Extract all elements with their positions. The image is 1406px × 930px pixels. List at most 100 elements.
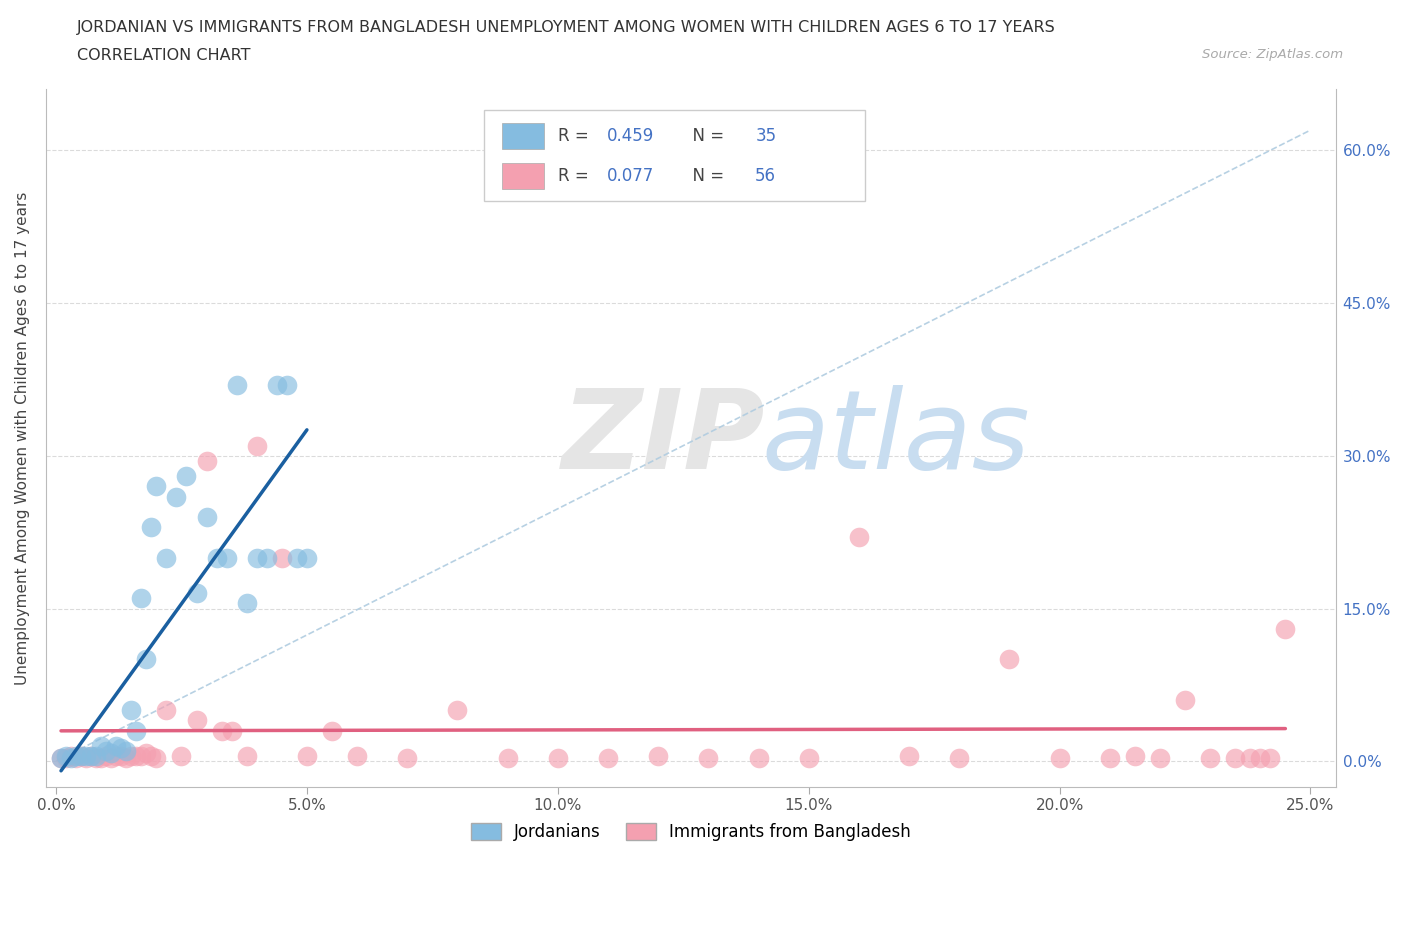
Point <box>1174 693 1197 708</box>
Point <box>596 751 619 765</box>
Point <box>55 751 77 765</box>
Point <box>145 479 167 494</box>
Text: Source: ZipAtlas.com: Source: ZipAtlas.com <box>1202 48 1343 61</box>
Point <box>1149 751 1171 765</box>
Point <box>165 489 187 504</box>
Text: N =: N = <box>682 167 730 185</box>
Point <box>100 746 122 761</box>
Text: 56: 56 <box>755 167 776 185</box>
Point <box>1123 749 1146 764</box>
Text: ZIP: ZIP <box>562 384 765 492</box>
Point <box>120 749 142 764</box>
Point <box>346 749 368 764</box>
Point <box>1225 751 1247 765</box>
Point <box>295 551 318 565</box>
Point <box>100 751 122 765</box>
Point <box>90 738 112 753</box>
Point <box>1274 621 1296 636</box>
Point <box>55 749 77 764</box>
Point <box>235 749 257 764</box>
Point <box>176 469 198 484</box>
Point <box>84 751 107 765</box>
Point <box>60 751 83 765</box>
Point <box>80 749 103 764</box>
Point <box>60 749 83 764</box>
Point <box>848 530 870 545</box>
Point <box>1049 751 1071 765</box>
Point <box>75 751 97 765</box>
Point <box>285 551 308 565</box>
Point <box>211 724 233 738</box>
Point <box>1249 751 1271 765</box>
Point <box>276 378 298 392</box>
Point <box>948 751 970 765</box>
Point <box>70 749 93 764</box>
Text: atlas: atlas <box>762 384 1031 492</box>
Point <box>170 749 193 764</box>
Point <box>295 749 318 764</box>
Point <box>898 749 921 764</box>
Legend: Jordanians, Immigrants from Bangladesh: Jordanians, Immigrants from Bangladesh <box>464 817 918 848</box>
Point <box>195 454 218 469</box>
FancyBboxPatch shape <box>485 111 865 201</box>
Point <box>186 713 208 728</box>
FancyBboxPatch shape <box>502 123 544 149</box>
Point <box>141 749 163 764</box>
Point <box>186 586 208 601</box>
Point <box>155 551 177 565</box>
Point <box>647 749 669 764</box>
Point <box>105 749 128 764</box>
Text: R =: R = <box>558 127 593 145</box>
Point <box>120 703 142 718</box>
Point <box>225 378 247 392</box>
Text: CORRELATION CHART: CORRELATION CHART <box>77 48 250 63</box>
Point <box>135 652 157 667</box>
Point <box>446 703 468 718</box>
Point <box>131 749 153 764</box>
Point <box>396 751 419 765</box>
Text: R =: R = <box>558 167 593 185</box>
Text: N =: N = <box>682 127 730 145</box>
Point <box>115 744 138 759</box>
Point <box>70 749 93 764</box>
Point <box>141 520 163 535</box>
Point <box>998 652 1021 667</box>
Point <box>1098 751 1121 765</box>
Text: 0.077: 0.077 <box>607 167 654 185</box>
Point <box>96 744 118 759</box>
Text: 35: 35 <box>755 127 776 145</box>
Point <box>246 438 269 453</box>
Point <box>266 378 288 392</box>
Point <box>145 751 167 765</box>
Point <box>80 749 103 764</box>
Point <box>105 738 128 753</box>
Point <box>547 751 569 765</box>
Point <box>496 751 519 765</box>
Text: 0.459: 0.459 <box>607 127 654 145</box>
Point <box>1199 751 1222 765</box>
Point <box>84 749 107 764</box>
Point <box>215 551 238 565</box>
Point <box>195 510 218 525</box>
Point <box>65 751 87 765</box>
Point <box>1239 751 1261 765</box>
Point <box>65 749 87 764</box>
Point <box>125 724 148 738</box>
Point <box>797 751 820 765</box>
Point <box>747 751 769 765</box>
Point <box>235 596 257 611</box>
Point <box>96 749 118 764</box>
Point <box>1260 751 1282 765</box>
Point <box>90 751 112 765</box>
Point <box>110 749 132 764</box>
Text: JORDANIAN VS IMMIGRANTS FROM BANGLADESH UNEMPLOYMENT AMONG WOMEN WITH CHILDREN A: JORDANIAN VS IMMIGRANTS FROM BANGLADESH … <box>77 20 1056 35</box>
Point <box>135 746 157 761</box>
Point <box>697 751 720 765</box>
Point <box>49 751 72 765</box>
Point <box>221 724 243 738</box>
Point <box>110 740 132 755</box>
Point <box>205 551 228 565</box>
Point <box>49 751 72 765</box>
Point <box>155 703 177 718</box>
Point <box>131 591 153 605</box>
